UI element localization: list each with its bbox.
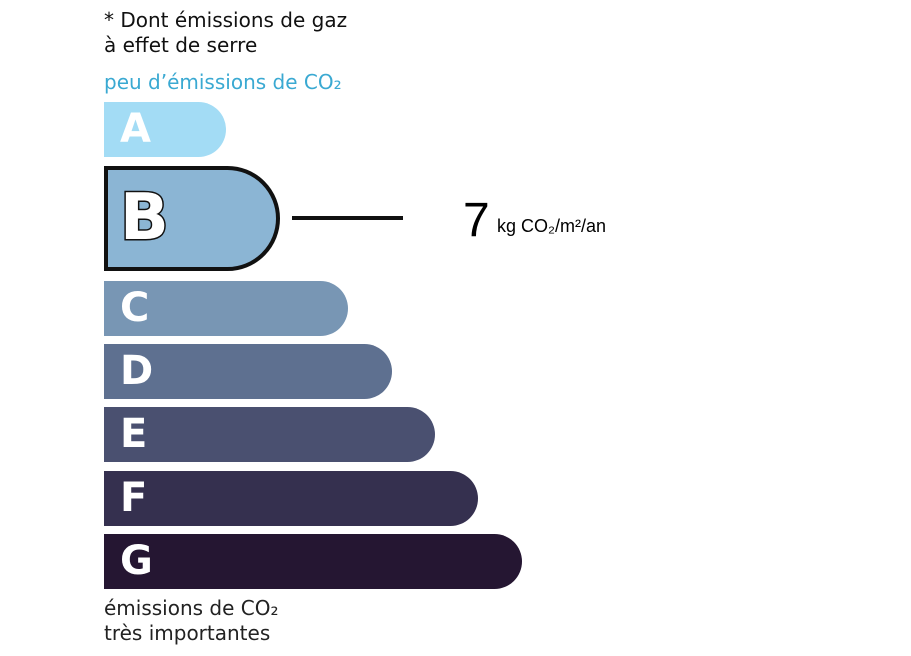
ges-class-bar-e: E	[104, 407, 435, 462]
ges-class-bar-c: C	[104, 281, 348, 336]
emission-unit: kg CO₂/m²/an	[497, 216, 607, 236]
ges-class-letter: A	[120, 106, 151, 152]
high-emissions-line-1: émissions de CO₂	[104, 596, 279, 620]
low-emissions-label: peu d’émissions de CO₂	[104, 70, 342, 94]
ges-class-bar-f: F	[104, 471, 478, 526]
footnote-line-2: à effet de serre	[104, 33, 258, 57]
ges-class-letter: B	[119, 180, 171, 257]
footnote: * Dont émissions de gaz à effet de serre	[104, 8, 347, 58]
high-emissions-label: émissions de CO₂ très importantes	[104, 596, 279, 646]
footnote-line-1: * Dont émissions de gaz	[104, 8, 348, 32]
ges-class-letter: C	[120, 285, 150, 331]
ges-class-bar-d: D	[104, 344, 392, 399]
ges-class-letter: F	[120, 475, 148, 521]
ges-class-letter: E	[120, 411, 148, 457]
ges-class-letter: G	[120, 538, 153, 584]
emission-value: 7	[463, 194, 490, 247]
ges-class-letter: D	[120, 348, 154, 394]
ges-class-bar-b: B	[104, 166, 280, 271]
high-emissions-line-2: très importantes	[104, 621, 271, 645]
ges-class-bar-g: G	[104, 534, 522, 589]
ges-class-bar-a: A	[104, 102, 226, 157]
value-connector-line	[292, 216, 403, 220]
